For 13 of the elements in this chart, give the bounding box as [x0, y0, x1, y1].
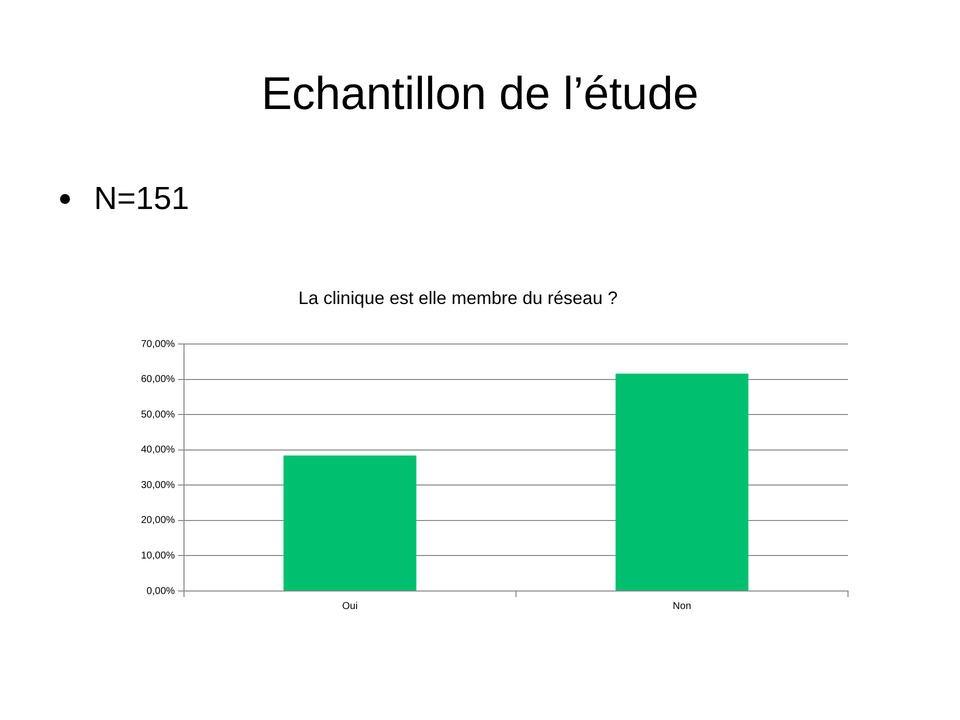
y-tick-label: 40,00% — [140, 444, 176, 456]
x-tick-label: Non — [672, 600, 692, 612]
y-tick-label: 0,00% — [146, 586, 176, 597]
x-tick-label: Oui — [342, 600, 358, 612]
chart-title: Echantillon de l’étude — [260, 66, 700, 120]
y-tick-label: 20,00% — [140, 515, 176, 526]
text: La clinique est elle membre du réseau ? — [297, 288, 619, 309]
y-tick-label: 50,00% — [140, 409, 176, 420]
y-tick-label: 10,00% — [140, 550, 176, 562]
y-tick-label: 70,00% — [140, 338, 176, 350]
y-tick-label: 60,00% — [140, 374, 176, 386]
chart-subtitle: N=151 — [94, 180, 190, 217]
y-tick-label: 30,00% — [140, 480, 176, 491]
